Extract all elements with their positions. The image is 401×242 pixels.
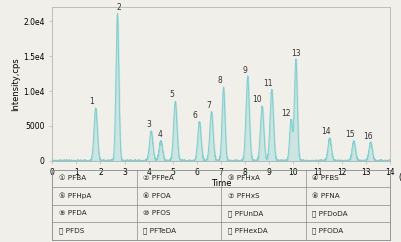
Text: ② PFPeA: ② PFPeA — [143, 175, 174, 182]
Text: ⑨ PFDA: ⑨ PFDA — [59, 210, 87, 216]
Text: ⑪ PFUnDA: ⑪ PFUnDA — [227, 210, 263, 217]
Text: ⑯ PFODA: ⑯ PFODA — [312, 227, 343, 234]
Text: 3: 3 — [146, 121, 151, 129]
Text: 13: 13 — [290, 49, 300, 58]
Text: 8: 8 — [217, 76, 222, 85]
Text: 2: 2 — [116, 3, 121, 12]
Text: ⑫ PFDoDA: ⑫ PFDoDA — [312, 210, 347, 217]
Text: 12: 12 — [281, 109, 290, 118]
Text: 16: 16 — [363, 132, 372, 141]
Text: 15: 15 — [344, 130, 354, 139]
Text: 9: 9 — [242, 66, 247, 75]
Text: ③ PFHxA: ③ PFHxA — [227, 175, 259, 182]
Text: 14: 14 — [320, 127, 330, 136]
X-axis label: Time: Time — [211, 179, 231, 188]
Text: 6: 6 — [192, 111, 196, 120]
Text: 5: 5 — [169, 91, 174, 99]
Text: ⑬ PFDS: ⑬ PFDS — [59, 227, 84, 234]
Text: 10: 10 — [252, 95, 261, 104]
Text: ⑤ PFHpA: ⑤ PFHpA — [59, 193, 91, 199]
Text: ⑥ PFOA: ⑥ PFOA — [143, 193, 171, 199]
Text: 1: 1 — [89, 97, 94, 106]
Text: ⑮ PFHexDA: ⑮ PFHexDA — [227, 227, 267, 234]
Text: 4: 4 — [157, 130, 162, 139]
Text: ① PFBA: ① PFBA — [59, 175, 86, 182]
Text: 7: 7 — [206, 101, 211, 110]
Y-axis label: Intensity,cps: Intensity,cps — [11, 57, 20, 111]
Text: ⑦ PFHxS: ⑦ PFHxS — [227, 193, 259, 199]
Text: ⑩ PFOS: ⑩ PFOS — [143, 210, 170, 216]
Text: (min): (min) — [397, 174, 401, 182]
Text: ⑧ PFNA: ⑧ PFNA — [312, 193, 339, 199]
Text: 11: 11 — [263, 79, 272, 88]
Text: ④ PFBS: ④ PFBS — [312, 175, 338, 182]
Text: ⑭ PFTeDA: ⑭ PFTeDA — [143, 227, 176, 234]
